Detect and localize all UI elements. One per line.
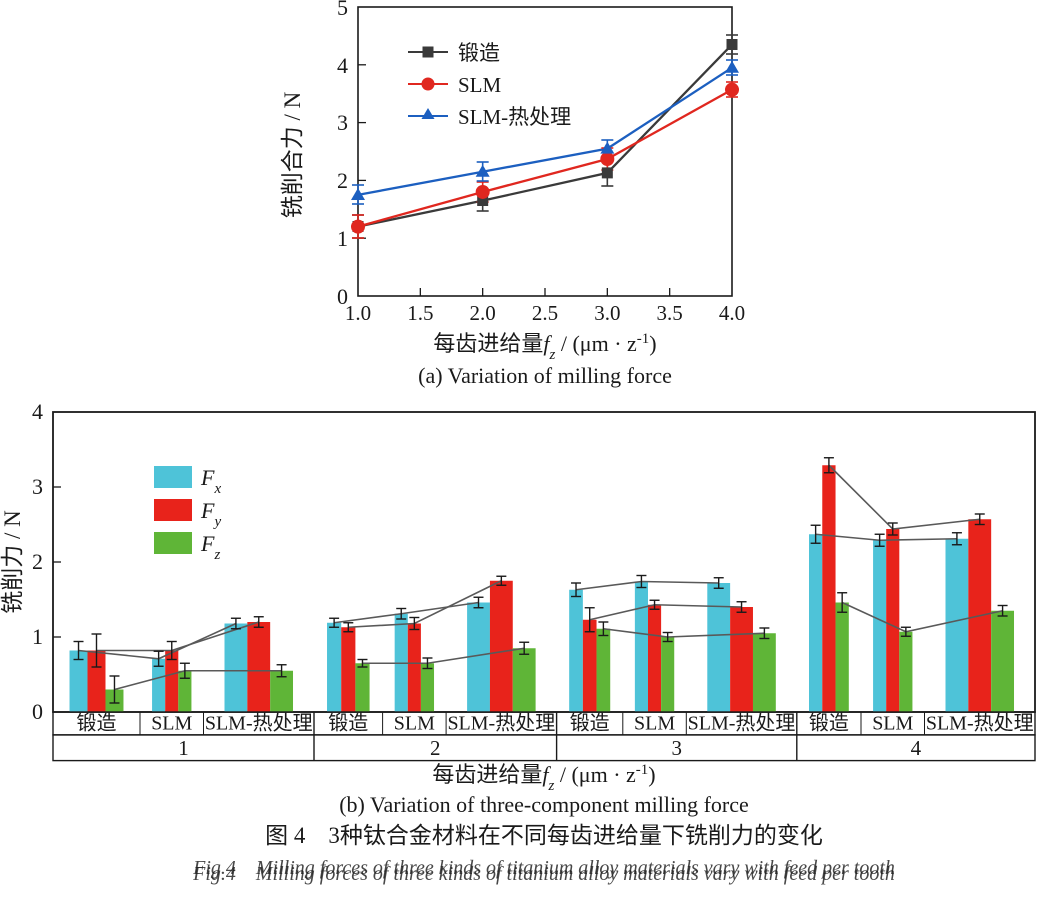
- svg-text:Fy: Fy: [200, 498, 221, 530]
- svg-text:锻造: 锻造: [570, 712, 610, 735]
- svg-text:3.0: 3.0: [594, 301, 620, 325]
- svg-text:2.5: 2.5: [532, 301, 558, 325]
- svg-text:1.5: 1.5: [407, 301, 433, 325]
- svg-text:锻造: 锻造: [458, 41, 500, 65]
- svg-text:Fx: Fx: [200, 465, 221, 497]
- svg-text:2: 2: [430, 736, 441, 760]
- svg-text:4: 4: [911, 736, 922, 760]
- svg-text:图 4 3种钛合金材料在不同每齿进给量下铣削力的变化: 图 4 3种钛合金材料在不同每齿进给量下铣削力的变化: [265, 823, 823, 848]
- svg-text:3: 3: [32, 474, 43, 499]
- svg-text:SLM-热处理: SLM-热处理: [688, 712, 796, 735]
- svg-text:SLM-热处理: SLM-热处理: [205, 712, 313, 735]
- svg-text:4: 4: [337, 53, 348, 78]
- svg-text:2: 2: [32, 549, 43, 574]
- svg-text:SLM: SLM: [458, 73, 502, 97]
- svg-text:0: 0: [32, 699, 43, 724]
- svg-text:SLM: SLM: [151, 713, 192, 735]
- svg-text:每齿进给量fz / (μm · z-1): 每齿进给量fz / (μm · z-1): [433, 331, 656, 363]
- svg-text:1: 1: [178, 736, 189, 760]
- svg-text:4: 4: [32, 399, 43, 424]
- svg-text:锻造: 锻造: [809, 712, 849, 735]
- svg-text:2.0: 2.0: [470, 301, 496, 325]
- svg-text:3: 3: [671, 736, 682, 760]
- svg-text:锻造: 锻造: [77, 712, 117, 735]
- svg-text:SLM-热处理: SLM-热处理: [458, 105, 571, 129]
- svg-text:3: 3: [337, 110, 348, 135]
- svg-text:SLM: SLM: [394, 713, 435, 735]
- svg-text:每齿进给量fz / (μm · z-1): 每齿进给量fz / (μm · z-1): [432, 762, 655, 794]
- svg-text:2: 2: [337, 168, 348, 193]
- svg-text:4.0: 4.0: [719, 301, 745, 325]
- svg-text:SLM-热处理: SLM-热处理: [447, 712, 555, 735]
- svg-text:铣削合力 / N: 铣削合力 / N: [280, 91, 305, 218]
- svg-text:SLM-热处理: SLM-热处理: [926, 712, 1034, 735]
- svg-text:5: 5: [337, 0, 348, 20]
- svg-text:Fig.4 Milling forces of three: Fig.4 Milling forces of three kinds of t…: [192, 863, 895, 885]
- svg-text:(b) Variation of three-compone: (b) Variation of three-component milling…: [339, 792, 749, 817]
- svg-text:SLM: SLM: [634, 713, 675, 735]
- svg-text:SLM: SLM: [872, 713, 913, 735]
- svg-text:Fz: Fz: [200, 531, 220, 563]
- svg-text:3.5: 3.5: [657, 301, 683, 325]
- svg-text:锻造: 锻造: [328, 712, 368, 735]
- svg-text:1: 1: [337, 226, 348, 251]
- svg-text:1: 1: [32, 624, 43, 649]
- svg-text:铣削力 / N: 铣削力 / N: [0, 510, 25, 614]
- svg-text:(a) Variation of milling force: (a) Variation of milling force: [418, 363, 672, 388]
- svg-text:1.0: 1.0: [345, 301, 371, 325]
